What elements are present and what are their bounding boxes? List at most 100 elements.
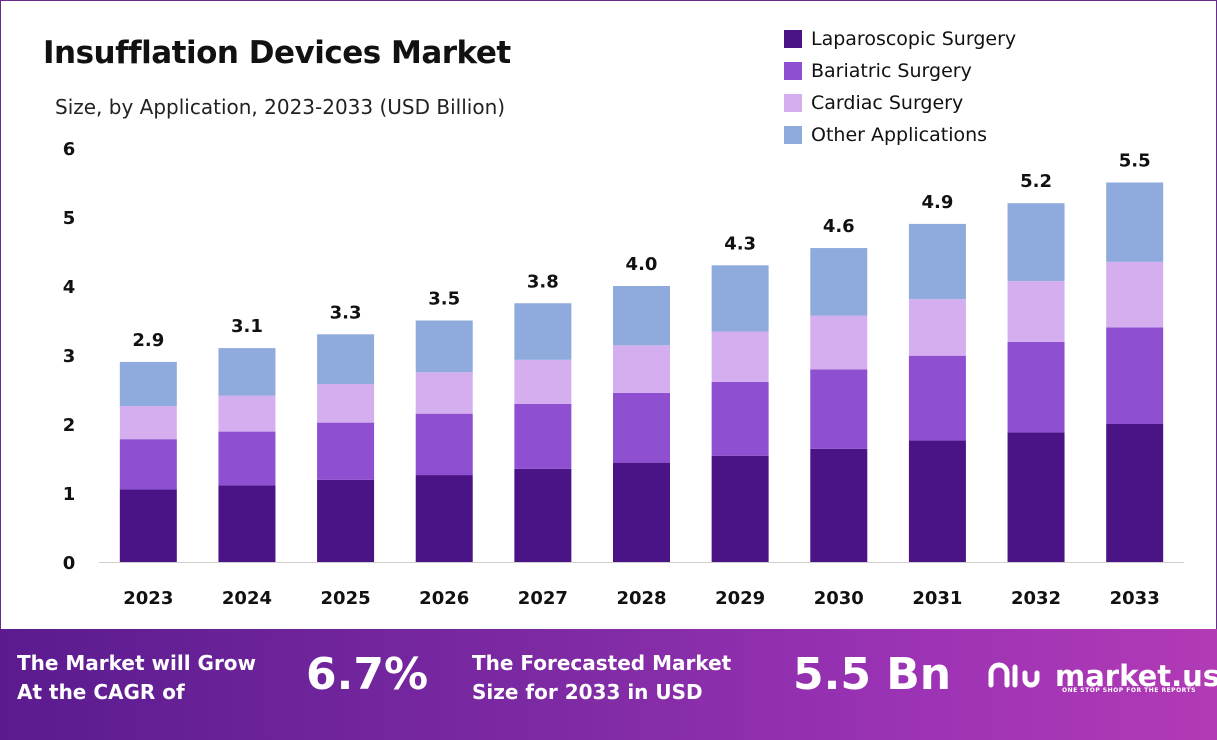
bar-chart: 0 1 2 3 4 5 6 2.9 2023 3.1 2024 3.3 2025 3.5 2026 3.8 20… — [63, 139, 1184, 609]
bar-segment-other-applications — [711, 265, 769, 332]
bar-total-label: 3.3 — [330, 302, 362, 323]
bar-total-label: 3.5 — [428, 289, 460, 310]
legend: Laparoscopic Surgery Bariatric Surgery C… — [784, 23, 1016, 151]
x-tick-label: 2033 — [1110, 588, 1160, 609]
bar-total-label: 3.1 — [231, 316, 263, 337]
cagr-label-line2: At the CAGR of — [17, 680, 185, 704]
legend-item-cardiac: Cardiac Surgery — [784, 87, 1016, 119]
y-tick-label: 5 — [63, 208, 76, 229]
bar-segment-cardiac-surgery — [908, 299, 966, 356]
bar-segment-cardiac-surgery — [317, 383, 375, 423]
bar-segment-other-applications — [1106, 182, 1164, 262]
bar-segment-cardiac-surgery — [810, 315, 868, 370]
y-tick-label: 6 — [63, 139, 76, 160]
bar-segment-cardiac-surgery — [1007, 281, 1065, 342]
cagr-value: 6.7% — [306, 649, 429, 700]
bar-segment-cardiac-surgery — [613, 345, 670, 393]
brand-logo: market.us — [985, 659, 1217, 693]
bar-segment-other-applications — [218, 348, 276, 396]
x-tick-label: 2031 — [912, 588, 962, 609]
chart-subtitle: Size, by Application, 2023-2033 (USD Bil… — [55, 95, 506, 119]
bar-segment-laparoscopic-surgery — [317, 479, 375, 562]
brand-tagline: ONE STOP SHOP FOR THE REPORTS — [1062, 687, 1196, 694]
legend-swatch-laparoscopic — [784, 30, 802, 48]
bar-segment-laparoscopic-surgery — [218, 485, 276, 562]
bar-segment-bariatric-surgery — [613, 392, 670, 463]
bar-segment-bariatric-surgery — [908, 355, 966, 441]
bar-total-label: 4.9 — [921, 192, 953, 213]
legend-label-other: Other Applications — [811, 124, 988, 146]
bar-segment-bariatric-surgery — [1007, 341, 1065, 433]
bar-total-label: 4.3 — [724, 233, 756, 254]
bar-segment-laparoscopic-surgery — [810, 448, 868, 562]
bar-segment-other-applications — [613, 286, 670, 346]
footer-banner: The Market will Grow At the CAGR of 6.7%… — [0, 629, 1217, 740]
bar-total-label: 3.8 — [527, 271, 559, 292]
bar-segment-other-applications — [810, 248, 868, 316]
bar-segment-bariatric-surgery — [119, 439, 177, 490]
bar-segment-cardiac-surgery — [119, 406, 177, 440]
legend-item-other: Other Applications — [784, 119, 1016, 151]
bar-segment-cardiac-surgery — [514, 359, 572, 404]
bar-segment-other-applications — [317, 334, 375, 384]
bar-segment-laparoscopic-surgery — [415, 475, 473, 562]
bar-segment-other-applications — [1007, 203, 1065, 282]
bar-segment-other-applications — [119, 361, 177, 407]
x-tick-label: 2029 — [715, 588, 765, 609]
bar-total-label: 5.2 — [1020, 171, 1052, 192]
bar-segment-cardiac-surgery — [711, 331, 769, 382]
bar-total-label: 5.5 — [1119, 151, 1151, 172]
cagr-label-line1: The Market will Grow — [17, 651, 257, 675]
forecast-label-line1: The Forecasted Market — [472, 651, 732, 675]
legend-label-bariatric: Bariatric Surgery — [811, 60, 972, 82]
bar-segment-cardiac-surgery — [415, 372, 473, 414]
legend-swatch-cardiac — [784, 94, 802, 112]
forecast-label-line2: Size for 2033 in USD — [472, 680, 703, 704]
x-tick-label: 2023 — [123, 588, 173, 609]
y-tick-label: 1 — [63, 484, 76, 505]
chart-title: Insufflation Devices Market — [43, 35, 511, 71]
legend-swatch-bariatric — [784, 62, 802, 80]
y-tick-label: 4 — [63, 277, 76, 298]
bar-segment-other-applications — [514, 303, 572, 360]
bar-total-label: 2.9 — [132, 330, 164, 351]
brand-name: market.us — [1055, 659, 1217, 693]
x-tick-label: 2028 — [616, 588, 666, 609]
legend-item-bariatric: Bariatric Surgery — [784, 55, 1016, 87]
y-tick-label: 0 — [63, 553, 76, 574]
x-tick-label: 2026 — [419, 588, 469, 609]
legend-label-cardiac: Cardiac Surgery — [811, 92, 964, 114]
bar-segment-bariatric-surgery — [514, 403, 572, 469]
bar-segment-bariatric-surgery — [711, 381, 769, 456]
bar-segment-other-applications — [908, 223, 966, 300]
x-tick-label: 2032 — [1011, 588, 1061, 609]
bar-segment-bariatric-surgery — [810, 369, 868, 449]
bar-segment-laparoscopic-surgery — [711, 455, 769, 562]
bar-segment-bariatric-surgery — [1106, 327, 1164, 424]
legend-item-laparoscopic: Laparoscopic Surgery — [784, 23, 1016, 55]
bar-total-label: 4.6 — [823, 216, 855, 237]
legend-swatch-other — [784, 126, 802, 144]
forecast-value: 5.5 Bn — [793, 649, 952, 700]
bar-segment-laparoscopic-surgery — [908, 440, 966, 562]
y-tick-label: 3 — [63, 346, 76, 367]
bar-total-label: 4.0 — [626, 254, 658, 275]
forecast-label: The Forecasted Market Size for 2033 in U… — [472, 649, 731, 707]
cagr-label: The Market will Grow At the CAGR of — [17, 649, 256, 707]
bar-segment-laparoscopic-surgery — [1007, 432, 1065, 562]
bar-segment-bariatric-surgery — [218, 431, 276, 486]
x-tick-label: 2024 — [222, 588, 272, 609]
bar-segment-bariatric-surgery — [317, 422, 375, 480]
bar-segment-laparoscopic-surgery — [119, 489, 177, 562]
bar-segment-other-applications — [415, 320, 473, 373]
y-tick-label: 2 — [63, 415, 76, 436]
bar-segment-laparoscopic-surgery — [1106, 424, 1164, 562]
bar-segment-laparoscopic-surgery — [514, 468, 572, 562]
bar-segment-cardiac-surgery — [218, 395, 276, 432]
bar-segment-cardiac-surgery — [1106, 261, 1164, 328]
legend-label-laparoscopic: Laparoscopic Surgery — [811, 28, 1017, 50]
x-tick-label: 2030 — [814, 588, 864, 609]
x-tick-label: 2025 — [321, 588, 371, 609]
bar-segment-laparoscopic-surgery — [613, 462, 670, 562]
